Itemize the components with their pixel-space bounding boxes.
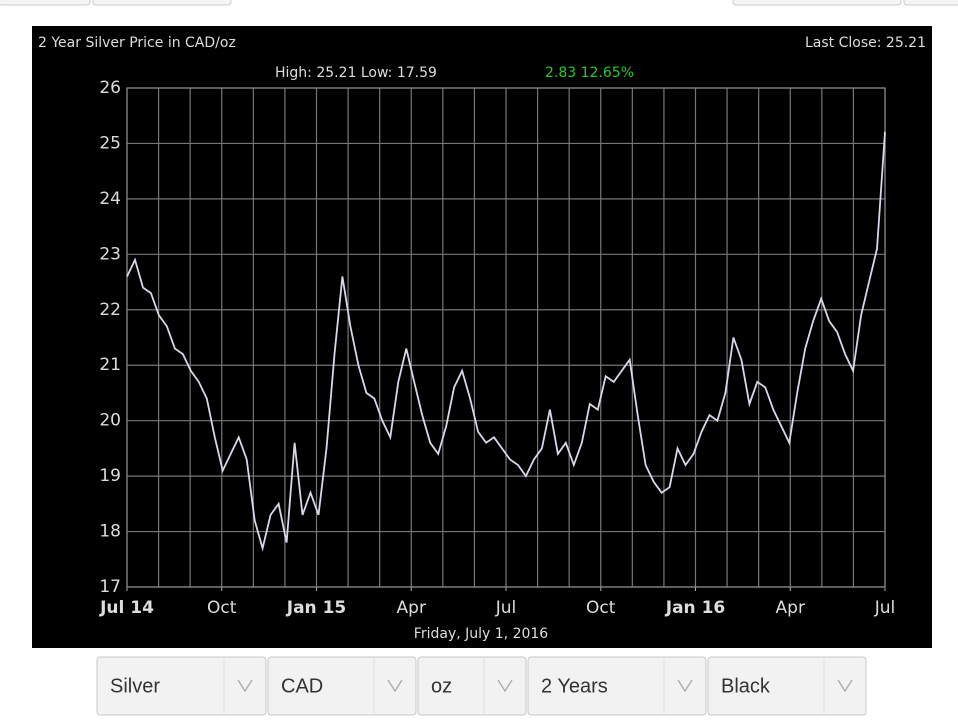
dropdown-box[interactable]: [527, 656, 707, 716]
y-tick-label: 19: [99, 466, 121, 486]
button[interactable]: [903, 0, 958, 6]
stats: High: 25.21 Low: 17.59: [275, 65, 437, 81]
x-tick-label: Apr: [397, 598, 426, 618]
dropdown[interactable]: Black: [707, 656, 867, 716]
plot-frame: [126, 87, 886, 588]
x-tick-label: Oct: [207, 598, 237, 618]
x-tick-label: Jul 14: [99, 598, 154, 618]
arrow: [837, 679, 853, 693]
last-close: Last Close: 25.21: [805, 35, 926, 51]
y-tick-label: 20: [99, 411, 121, 431]
dropdown[interactable]: CAD: [267, 656, 417, 716]
y-tick-label: 22: [99, 300, 121, 320]
dropdown-label: CAD: [281, 675, 323, 697]
chart-title: 2 Year Silver Price in CAD/oz: [38, 35, 236, 51]
x-tick-label: Jul: [874, 598, 896, 618]
y-tick-label: 23: [99, 244, 121, 264]
button[interactable]: [732, 0, 902, 6]
plot: 17 18 19 20 21 22 23 24 25 26 Jul 14 Oct Jan 15 Apr Ju…: [99, 78, 895, 618]
x-tick-label: Oct: [586, 598, 616, 618]
dropdown[interactable]: 2 Years: [527, 656, 707, 716]
arrow: [677, 679, 693, 693]
y-tick-label: 26: [99, 78, 121, 98]
dropdown-label: oz: [431, 675, 452, 697]
date-footer: Friday, July 1, 2016: [414, 626, 548, 642]
x-tick-label: Jan 15: [286, 598, 346, 618]
dropdown-label: Black: [721, 675, 771, 697]
controls: Silver CAD oz 2 Years Black: [96, 656, 867, 716]
dropdown-box[interactable]: [417, 656, 527, 716]
y-tick-label: 17: [99, 577, 121, 597]
x-tick-label: Jan 16: [665, 598, 725, 618]
y-tick-label: 25: [99, 133, 121, 153]
dropdown-box[interactable]: [707, 656, 867, 716]
arrow: [237, 679, 253, 693]
dropdown-label: 2 Years: [541, 675, 608, 697]
top-buttons: [0, 0, 958, 6]
arrow: [497, 679, 513, 693]
change: 2.83 12.65%: [545, 65, 634, 81]
dropdown[interactable]: oz: [417, 656, 527, 716]
y-tick-label: 21: [99, 355, 121, 375]
dropdown-box[interactable]: [267, 656, 417, 716]
button[interactable]: [92, 0, 232, 6]
y-tick-label: 24: [99, 189, 121, 209]
price-line: [126, 131, 886, 552]
arrow: [387, 679, 403, 693]
y-tick-label: 18: [99, 522, 121, 542]
x-tick-label: Jul: [495, 598, 517, 618]
chart-panel: [32, 26, 932, 648]
dropdown-label: Silver: [110, 675, 160, 697]
x-tick-label: Apr: [776, 598, 805, 618]
dropdown[interactable]: Silver: [96, 656, 267, 716]
button[interactable]: [0, 0, 91, 6]
